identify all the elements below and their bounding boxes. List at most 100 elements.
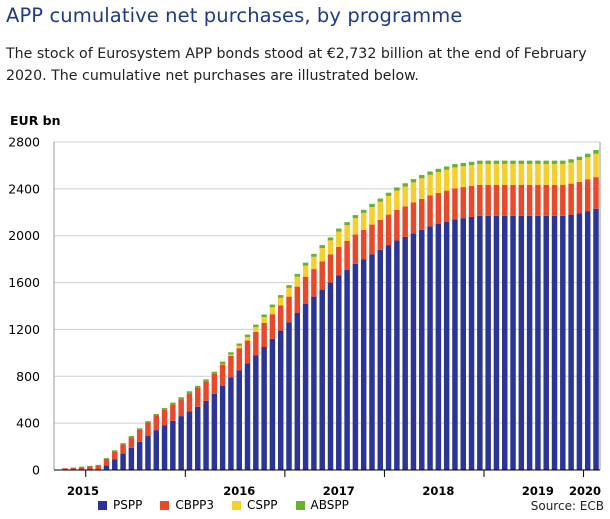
x-tick-label: 2018 (422, 484, 454, 498)
bar-abspp (410, 179, 417, 183)
bar-abspp (145, 421, 151, 423)
bar-cspp (576, 160, 583, 182)
bar-abspp (103, 458, 110, 459)
bar-cbpp3 (286, 296, 292, 323)
bar-abspp (560, 160, 566, 164)
bar-cspp (452, 167, 458, 189)
bar-cbpp3 (435, 192, 442, 224)
x-tick-label: 2015 (67, 484, 99, 498)
bar-cbpp3 (70, 467, 77, 470)
bar-cbpp3 (120, 444, 126, 454)
bar-pspp (261, 347, 267, 470)
bar-abspp (294, 273, 301, 277)
bar-pspp (360, 259, 367, 470)
bar-cbpp3 (593, 177, 599, 209)
bar-abspp (443, 166, 450, 170)
bar-abspp (477, 160, 483, 164)
bar-abspp (211, 371, 218, 374)
y-tick-label: 2800 (8, 135, 40, 150)
bar-cspp (593, 153, 599, 178)
bar-cbpp3 (128, 437, 135, 448)
bar-pspp (186, 411, 193, 470)
bar-abspp (228, 352, 234, 355)
bar-cbpp3 (584, 179, 591, 212)
bar-pspp (236, 370, 242, 470)
bar-cbpp3 (294, 286, 301, 314)
bar-cbpp3 (228, 355, 234, 378)
bar-cspp (468, 165, 475, 186)
bar-pspp (336, 275, 342, 470)
bar-pspp (468, 216, 475, 470)
bar-abspp (161, 408, 168, 410)
bar-pspp (153, 430, 160, 470)
bar-pspp (228, 377, 234, 470)
bar-cbpp3 (477, 184, 483, 216)
bar-cspp (228, 354, 234, 356)
bar-abspp (518, 160, 525, 164)
bar-cbpp3 (253, 331, 259, 356)
y-tick-label: 2400 (8, 181, 40, 196)
bar-cbpp3 (510, 184, 516, 216)
bar-pspp (584, 211, 591, 471)
bar-cspp (277, 297, 284, 306)
legend-item-abspp: ABSPP (295, 498, 349, 512)
legend-label-cspp: CSPP (247, 498, 278, 512)
chart-legend: PSPP CBPP3 CSPP ABSPP (98, 498, 367, 512)
bar-abspp (452, 164, 458, 168)
bar-pspp (493, 215, 500, 470)
bar-cspp (286, 287, 292, 297)
bar-pspp (136, 441, 143, 470)
bar-abspp (493, 160, 500, 164)
bar-cspp (419, 178, 425, 199)
bar-pspp (502, 215, 508, 470)
bar-cbpp3 (178, 399, 184, 417)
bar-abspp (502, 160, 508, 164)
bar-pspp (103, 465, 110, 470)
bar-cbpp3 (344, 240, 350, 270)
legend-label-pspp: PSPP (113, 498, 143, 512)
bar-cbpp3 (427, 195, 433, 227)
bar-pspp (120, 453, 126, 470)
bar-pspp (510, 215, 516, 470)
y-tick-label: 1600 (8, 275, 40, 290)
bar-abspp (236, 343, 242, 346)
bar-abspp (460, 162, 466, 167)
bar-abspp (302, 262, 309, 266)
bar-abspp (394, 187, 400, 191)
bar-abspp (153, 414, 160, 416)
bar-cbpp3 (452, 188, 458, 220)
bar-cbpp3 (468, 185, 475, 217)
bar-cspp (236, 345, 242, 349)
bar-cbpp3 (277, 305, 284, 331)
bar-cbpp3 (460, 187, 466, 219)
bar-pspp (410, 233, 417, 470)
bar-cbpp3 (302, 276, 309, 304)
y-tick-label: 2000 (8, 228, 40, 243)
bar-abspp (568, 159, 574, 163)
bar-cspp (219, 363, 226, 365)
bar-abspp (186, 391, 193, 394)
bar-cspp (551, 163, 558, 185)
bar-cbpp3 (62, 468, 68, 470)
bar-pspp (551, 215, 558, 470)
bar-pspp (294, 313, 301, 470)
bar-abspp (336, 228, 342, 232)
bar-pspp (319, 289, 325, 470)
bar-pspp (244, 363, 251, 470)
bar-abspp (419, 175, 425, 179)
bar-cbpp3 (327, 254, 334, 283)
bar-abspp (253, 324, 259, 328)
legend-swatch-cbpp3 (160, 500, 170, 510)
bar-pspp (219, 385, 226, 470)
bar-abspp (377, 198, 384, 202)
bar-cbpp3 (161, 409, 168, 426)
bar-pspp (352, 263, 359, 470)
bar-cspp (244, 337, 251, 341)
bar-cbpp3 (502, 184, 508, 216)
bar-pspp (344, 269, 350, 470)
bar-abspp (203, 379, 209, 382)
bar-cbpp3 (377, 219, 384, 250)
bar-abspp (510, 160, 516, 164)
bar-cbpp3 (385, 214, 392, 246)
